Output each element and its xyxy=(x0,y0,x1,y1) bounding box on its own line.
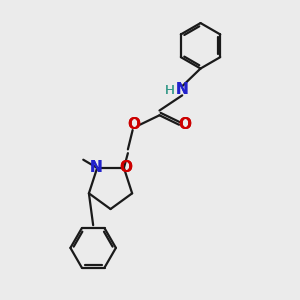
Text: N: N xyxy=(176,82,189,98)
Circle shape xyxy=(120,162,131,173)
Circle shape xyxy=(176,84,188,96)
Text: N: N xyxy=(89,160,102,175)
Text: O: O xyxy=(128,117,141,132)
Text: O: O xyxy=(178,117,191,132)
Text: O: O xyxy=(128,117,141,132)
Text: O: O xyxy=(119,160,132,175)
Text: H: H xyxy=(165,83,175,97)
Text: N: N xyxy=(89,160,102,175)
Circle shape xyxy=(179,119,190,130)
Circle shape xyxy=(164,84,175,96)
Text: O: O xyxy=(178,117,191,132)
Text: N: N xyxy=(176,82,189,98)
Text: O: O xyxy=(119,160,132,175)
Circle shape xyxy=(90,162,101,173)
Circle shape xyxy=(128,119,140,130)
Text: H: H xyxy=(165,83,175,97)
